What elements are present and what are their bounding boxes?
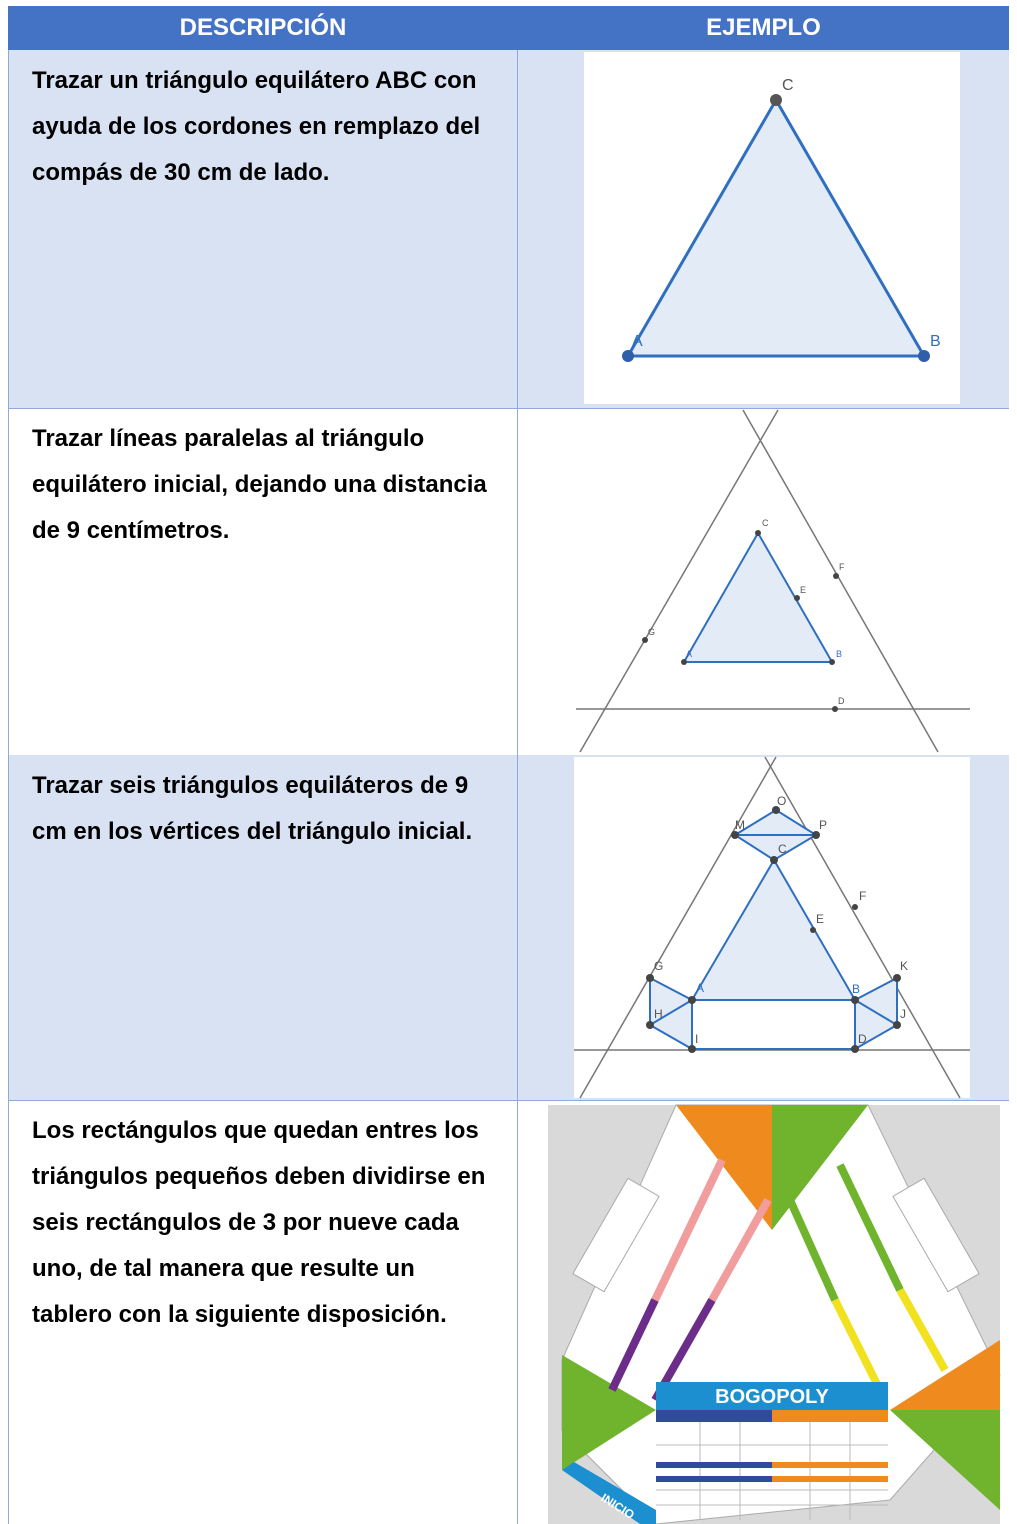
figure-label: B (930, 333, 941, 350)
figure-label: BOGOPOLY (715, 1386, 829, 1408)
figure-label: D (838, 696, 845, 706)
figure-label: I (695, 1032, 698, 1046)
figure-label: M (735, 818, 745, 832)
figure-label: E (816, 912, 824, 926)
figure-label: A (696, 981, 704, 995)
figure-label: F (859, 889, 866, 903)
figure-label: C (762, 518, 769, 528)
figure-label: A (686, 649, 692, 659)
row (8, 408, 1009, 755)
figure-label: F (839, 562, 845, 572)
figure-label: C (778, 842, 787, 856)
row (8, 1100, 1009, 1524)
figure-label: E (800, 585, 806, 595)
column-divider (517, 50, 518, 1524)
figure-label: K (900, 959, 908, 973)
figure-label: G (648, 627, 655, 637)
figure-label: J (900, 1007, 906, 1021)
figure-label: D (858, 1032, 867, 1046)
header-cell: DESCRIPCIÓN (8, 6, 518, 50)
description: Los rectángulos que quedan entres los tr… (32, 1117, 486, 1328)
figure-label: G (654, 959, 663, 973)
figure-label: P (819, 818, 827, 832)
figure-label: C (782, 77, 794, 94)
figure-label: B (852, 982, 860, 996)
description: Trazar un triángulo equilátero ABC con a… (32, 67, 481, 186)
description: Trazar seis triángulos equiláteros de 9 … (32, 772, 473, 845)
figure-label: A (632, 333, 643, 350)
figure-label: O (777, 794, 786, 808)
figure-label: H (654, 1007, 663, 1021)
description: Trazar líneas paralelas al triángulo equ… (32, 425, 487, 544)
header-cell: EJEMPLO (518, 6, 1009, 50)
figure-label: B (836, 649, 842, 659)
